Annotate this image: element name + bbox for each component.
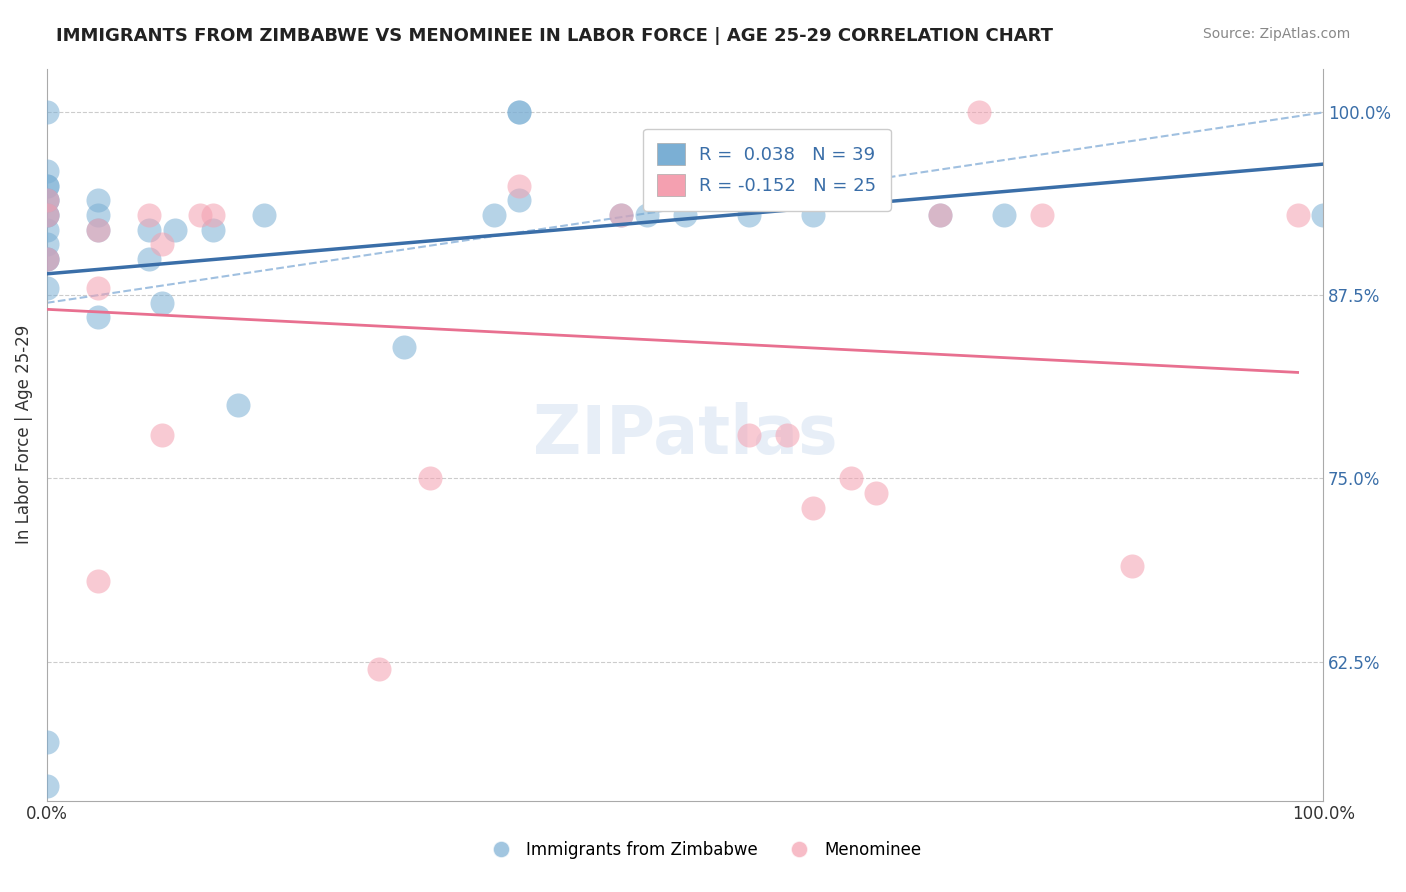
- Point: [87, 194, 110, 208]
- Point: [35, 194, 58, 208]
- Legend: R =  0.038   N = 39, R = -0.152   N = 25: R = 0.038 N = 39, R = -0.152 N = 25: [643, 128, 890, 211]
- Point: [801, 500, 824, 515]
- Point: [865, 486, 887, 500]
- Point: [138, 222, 160, 236]
- Point: [150, 427, 173, 442]
- Y-axis label: In Labor Force | Age 25-29: In Labor Force | Age 25-29: [15, 325, 32, 544]
- Point: [35, 222, 58, 236]
- Point: [839, 471, 862, 485]
- Point: [228, 398, 250, 412]
- Point: [35, 281, 58, 295]
- Point: [967, 105, 990, 120]
- Point: [35, 237, 58, 252]
- Point: [253, 208, 276, 222]
- Point: [508, 178, 530, 193]
- Point: [801, 208, 824, 222]
- Point: [508, 194, 530, 208]
- Point: [35, 208, 58, 222]
- Point: [87, 310, 110, 325]
- Point: [610, 208, 633, 222]
- Point: [35, 208, 58, 222]
- Point: [367, 662, 389, 676]
- Point: [1031, 208, 1053, 222]
- Point: [35, 252, 58, 266]
- Point: [929, 208, 952, 222]
- Point: [776, 427, 799, 442]
- Point: [419, 471, 441, 485]
- Point: [35, 194, 58, 208]
- Point: [636, 208, 658, 222]
- Point: [163, 222, 186, 236]
- Point: [508, 105, 530, 120]
- Point: [394, 340, 416, 354]
- Point: [993, 208, 1015, 222]
- Point: [35, 178, 58, 193]
- Point: [87, 574, 110, 588]
- Point: [1121, 559, 1143, 574]
- Point: [738, 427, 761, 442]
- Legend: Immigrants from Zimbabwe, Menominee: Immigrants from Zimbabwe, Menominee: [478, 835, 928, 866]
- Point: [87, 208, 110, 222]
- Point: [87, 281, 110, 295]
- Point: [610, 208, 633, 222]
- Point: [1312, 208, 1334, 222]
- Point: [35, 164, 58, 178]
- Point: [35, 178, 58, 193]
- Point: [673, 208, 696, 222]
- Point: [35, 735, 58, 749]
- Text: Source: ZipAtlas.com: Source: ZipAtlas.com: [1202, 27, 1350, 41]
- Point: [35, 252, 58, 266]
- Point: [35, 105, 58, 120]
- Point: [138, 252, 160, 266]
- Point: [482, 208, 505, 222]
- Point: [201, 208, 224, 222]
- Point: [150, 237, 173, 252]
- Point: [87, 222, 110, 236]
- Point: [1286, 208, 1309, 222]
- Point: [138, 208, 160, 222]
- Point: [35, 779, 58, 793]
- Point: [35, 252, 58, 266]
- Text: IMMIGRANTS FROM ZIMBABWE VS MENOMINEE IN LABOR FORCE | AGE 25-29 CORRELATION CHA: IMMIGRANTS FROM ZIMBABWE VS MENOMINEE IN…: [56, 27, 1053, 45]
- Point: [150, 295, 173, 310]
- Point: [35, 194, 58, 208]
- Point: [201, 222, 224, 236]
- Text: ZIPatlas: ZIPatlas: [533, 401, 838, 467]
- Point: [188, 208, 211, 222]
- Point: [738, 208, 761, 222]
- Point: [87, 222, 110, 236]
- Point: [929, 208, 952, 222]
- Point: [35, 208, 58, 222]
- Point: [508, 105, 530, 120]
